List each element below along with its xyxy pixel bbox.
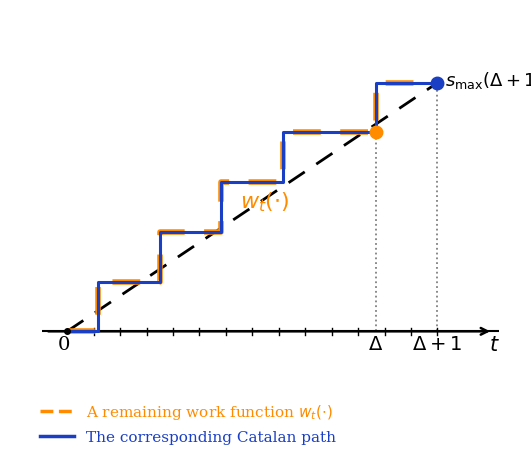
Text: $s_{\max}(\Delta+1)$: $s_{\max}(\Delta+1)$ — [445, 70, 531, 91]
Text: $w_t(\cdot)$: $w_t(\cdot)$ — [240, 190, 289, 214]
Text: $\Delta+1$: $\Delta+1$ — [413, 336, 463, 354]
Legend: A remaining work function $w_t(\cdot)$, The corresponding Catalan path: A remaining work function $w_t(\cdot)$, … — [34, 397, 342, 451]
Text: $t$: $t$ — [489, 336, 500, 355]
Text: $\Delta$: $\Delta$ — [368, 336, 383, 354]
Text: 0: 0 — [58, 336, 70, 354]
